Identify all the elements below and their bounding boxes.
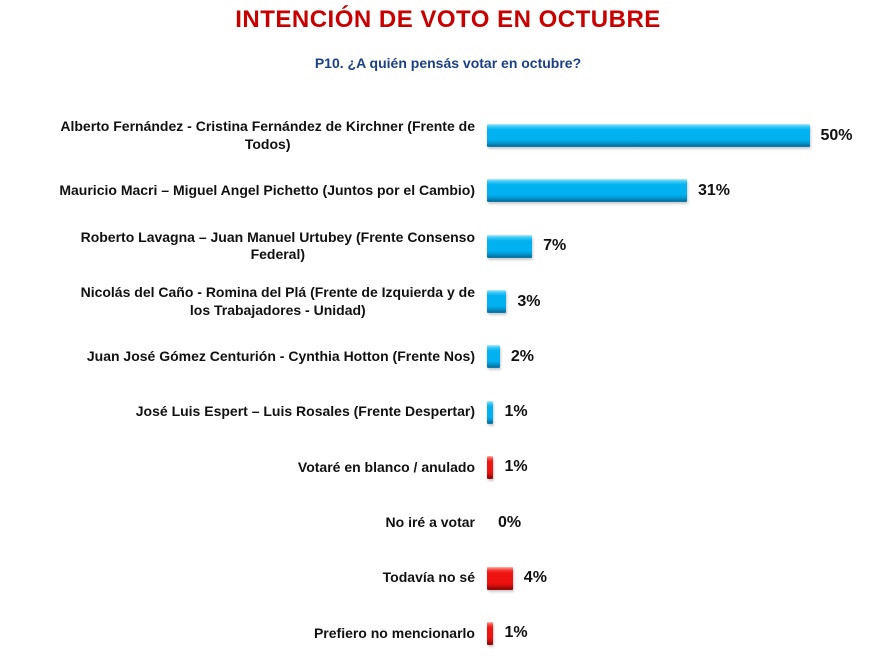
bar-cell: 7% (487, 219, 896, 274)
bar-chart: Alberto Fernández - Cristina Fernández d… (0, 108, 896, 661)
category-label: Juan José Gómez Centurión - Cynthia Hott… (86, 348, 475, 365)
category-label: Roberto Lavagna – Juan Manuel Urtubey (F… (80, 228, 475, 263)
chart-row: No iré a votar 0% (0, 495, 896, 550)
bar-cell: 1% (487, 384, 896, 439)
value-bar (487, 345, 500, 369)
value-bar (487, 234, 533, 258)
value-bar (487, 621, 494, 645)
chart-row: Prefiero no mencionarlo 1% (0, 606, 896, 661)
value-label: 50% (820, 126, 853, 144)
category-label: Votaré en blanco / anulado (297, 458, 475, 475)
value-label: 1% (504, 403, 528, 421)
category-label: No iré a votar (385, 513, 475, 530)
value-label: 0% (498, 513, 522, 531)
value-bar (487, 455, 494, 479)
chart-row: Alberto Fernández - Cristina Fernández d… (0, 108, 896, 163)
chart-row: Roberto Lavagna – Juan Manuel Urtubey (F… (0, 219, 896, 274)
value-label: 1% (504, 624, 528, 642)
bar-cell: 1% (487, 440, 896, 495)
bar-cell: 0% (487, 495, 896, 550)
value-bar (487, 124, 810, 148)
bar-cell: 3% (487, 274, 896, 329)
value-label: 7% (543, 237, 567, 255)
value-bar (487, 400, 494, 424)
value-bar (487, 290, 507, 314)
bar-cell: 1% (487, 606, 896, 661)
bar-cell: 4% (487, 550, 896, 605)
chart-title: INTENCIÓN DE VOTO EN OCTUBRE (235, 6, 661, 33)
chart-row: Nicolás del Caño - Romina del Plá (Frent… (0, 274, 896, 329)
chart-row: José Luis Espert – Luis Rosales (Frente … (0, 384, 896, 439)
value-bar (487, 566, 513, 590)
chart-row: Votaré en blanco / anulado 1% (0, 440, 896, 495)
category-label: Prefiero no mencionarlo (313, 624, 475, 641)
category-label: Nicolás del Caño - Romina del Plá (Frent… (80, 284, 475, 318)
value-label: 1% (504, 458, 528, 476)
bar-cell: 2% (487, 329, 896, 384)
bar-cell: 31% (487, 163, 896, 218)
category-label: Alberto Fernández - Cristina Fernández d… (60, 118, 475, 152)
value-bar (487, 179, 687, 203)
value-label: 4% (523, 569, 547, 587)
value-label: 3% (517, 292, 541, 310)
chart-subtitle: P10. ¿A quién pensás votar en octubre? (314, 55, 582, 71)
bar-cell: 50% (487, 108, 896, 163)
category-label: Todavía no sé (382, 569, 475, 586)
category-label: Mauricio Macri – Miguel Angel Pichetto (… (59, 182, 475, 199)
chart-row: Mauricio Macri – Miguel Angel Pichetto (… (0, 163, 896, 218)
category-label: José Luis Espert – Luis Rosales (Frente … (135, 403, 475, 420)
value-label: 2% (510, 347, 535, 365)
chart-row: Juan José Gómez Centurión - Cynthia Hott… (0, 329, 896, 384)
chart-row: Todavía no sé 4% (0, 550, 896, 605)
value-label: 31% (697, 181, 730, 199)
